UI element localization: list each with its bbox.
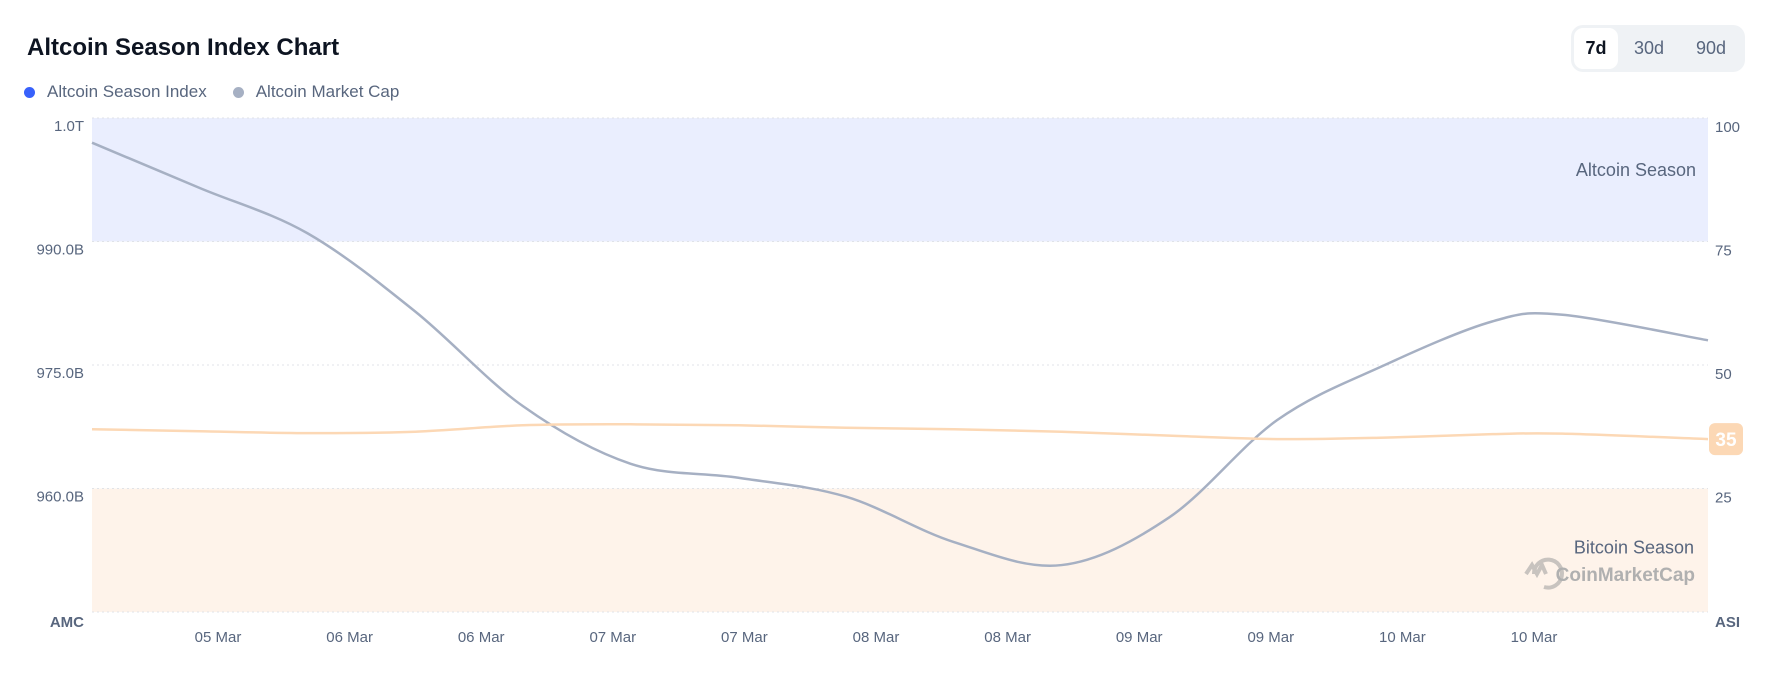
left-tick-label: 1.0T bbox=[54, 118, 84, 135]
left-tick-label: 960.0B bbox=[36, 489, 84, 506]
chart-legend: Altcoin Season Index Altcoin Market Cap bbox=[24, 82, 399, 102]
right-tick-label: 100 bbox=[1715, 119, 1740, 136]
legend-label: Altcoin Season Index bbox=[47, 82, 207, 101]
current-value-label: 35 bbox=[1715, 430, 1737, 451]
right-tick-label: 25 bbox=[1715, 490, 1732, 507]
series-line-altcoin-market-cap bbox=[91, 141, 1709, 567]
tab-30d[interactable]: 30d bbox=[1618, 28, 1680, 69]
x-tick-label: 08 Mar bbox=[853, 629, 900, 646]
zone-altcoin-season bbox=[92, 118, 1708, 242]
coinmarketcap-logo bbox=[1524, 557, 1564, 590]
legend-dot-icon bbox=[24, 86, 35, 98]
right-tick-label: 50 bbox=[1715, 366, 1732, 383]
legend-item-altcoin-season-index[interactable]: Altcoin Season Index bbox=[24, 82, 207, 102]
x-tick-label: 10 Mar bbox=[1379, 629, 1426, 646]
legend-label: Altcoin Market Cap bbox=[255, 82, 400, 101]
tab-90d[interactable]: 90d bbox=[1680, 28, 1742, 69]
x-tick-label: 07 Mar bbox=[589, 629, 636, 646]
x-tick-label: 05 Mar bbox=[195, 629, 242, 646]
zone-label: Bitcoin Season bbox=[1574, 538, 1694, 558]
x-tick-label: 06 Mar bbox=[458, 629, 505, 646]
x-tick-label: 06 Mar bbox=[326, 629, 373, 646]
series-line-altcoin-season-index bbox=[91, 423, 1709, 441]
range-tabs: 7d 30d 90d bbox=[1571, 25, 1745, 72]
legend-dot-icon bbox=[232, 86, 244, 98]
current-value-badge bbox=[1709, 423, 1743, 456]
legend-item-altcoin-market-cap[interactable]: Altcoin Market Cap bbox=[232, 82, 400, 102]
right-tick-label: 75 bbox=[1715, 243, 1732, 260]
right-axis-label: ASI bbox=[1715, 614, 1740, 631]
left-tick-label: 975.0B bbox=[36, 365, 84, 382]
x-tick-label: 10 Mar bbox=[1511, 629, 1558, 646]
watermark-text: CoinMarketCap bbox=[1556, 565, 1695, 586]
zone-label: Altcoin Season bbox=[1576, 160, 1696, 180]
x-tick-label: 09 Mar bbox=[1116, 629, 1163, 646]
left-axis-label: AMC bbox=[50, 614, 84, 631]
zone-bitcoin-season bbox=[92, 488, 1708, 612]
page-title: Altcoin Season Index Chart bbox=[27, 34, 340, 61]
x-tick-label: 09 Mar bbox=[1247, 629, 1294, 646]
tab-7d[interactable]: 7d bbox=[1574, 28, 1618, 69]
left-tick-label: 990.0B bbox=[36, 242, 84, 259]
x-tick-label: 08 Mar bbox=[984, 629, 1031, 646]
x-tick-label: 07 Mar bbox=[721, 629, 768, 646]
